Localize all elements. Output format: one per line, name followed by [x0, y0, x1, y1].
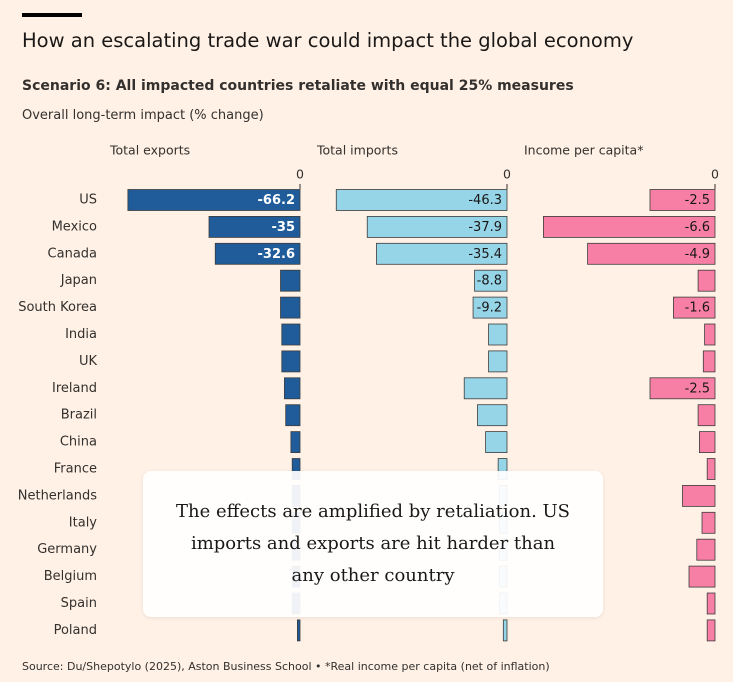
country-label-netherlands: Netherlands	[18, 488, 97, 503]
data-label-total-imports-mexico: -37.9	[468, 220, 502, 235]
bar-income-per-capita-belgium	[688, 565, 716, 588]
country-label-mexico: Mexico	[52, 219, 97, 234]
data-label-income-per-capita-mexico: -6.6	[685, 220, 710, 235]
data-label-income-per-capita-ireland: -2.5	[685, 381, 710, 396]
bar-income-per-capita-japan	[697, 269, 716, 292]
bar-total-imports-brazil	[477, 404, 508, 427]
bar-total-exports-japan	[280, 269, 301, 292]
country-label-china: China	[60, 435, 97, 450]
country-label-india: India	[65, 327, 97, 342]
bar-total-imports-mexico	[366, 216, 508, 238]
bar-total-exports-us	[127, 189, 301, 211]
country-label-belgium: Belgium	[44, 569, 97, 584]
country-label-ireland: Ireland	[52, 381, 97, 396]
bar-income-per-capita-brazil	[697, 404, 716, 427]
data-label-income-per-capita-us: -2.5	[685, 193, 710, 208]
bar-income-per-capita-italy	[701, 511, 716, 534]
bar-income-per-capita-france	[706, 458, 716, 480]
data-label-total-exports-us: -66.2	[258, 193, 295, 208]
country-label-spain: Spain	[61, 596, 97, 611]
zero-tick-label-total-imports: 0	[503, 167, 511, 182]
bar-income-per-capita-canada	[587, 242, 716, 265]
bar-total-imports-south-korea	[472, 296, 508, 319]
bar-total-exports-south-korea	[280, 296, 301, 319]
series-header-income-per-capita: Income per capita*	[524, 143, 643, 158]
country-label-poland: Poland	[54, 623, 97, 638]
series-header-total-imports: Total imports	[316, 143, 398, 158]
chart-title: How an escalating trade war could impact…	[22, 29, 634, 52]
bar-total-imports-china	[485, 431, 508, 454]
bar-income-per-capita-ireland	[649, 377, 716, 400]
source-note: Source: Du/Shepotylo (2025), Aston Busin…	[22, 660, 550, 673]
series-header-total-exports: Total exports	[109, 143, 190, 158]
bar-income-per-capita-spain	[706, 592, 716, 615]
bar-income-per-capita-mexico	[543, 216, 716, 238]
data-label-income-per-capita-canada: -4.9	[685, 247, 710, 262]
bar-income-per-capita-germany	[696, 538, 716, 561]
bar-total-exports-brazil	[285, 404, 301, 427]
bar-total-imports-canada	[376, 242, 508, 265]
data-label-total-imports-japan: -8.8	[477, 274, 502, 289]
tooltip-text: The effects are amplified by retaliation…	[175, 501, 571, 586]
bar-income-per-capita-china	[699, 431, 716, 454]
country-label-france: France	[54, 462, 97, 477]
country-label-italy: Italy	[69, 515, 98, 530]
data-label-total-exports-canada: -32.6	[258, 247, 295, 262]
data-label-total-exports-mexico: -35	[272, 220, 296, 235]
zero-tick-label-income-per-capita: 0	[711, 167, 719, 182]
bar-total-imports-poland	[502, 619, 508, 642]
data-label-total-imports-us: -46.3	[468, 193, 502, 208]
bar-income-per-capita-poland	[706, 619, 716, 642]
country-label-us: US	[79, 193, 97, 208]
bar-income-per-capita-uk	[702, 350, 716, 373]
country-label-uk: UK	[79, 354, 98, 369]
bar-income-per-capita-south-korea	[673, 296, 716, 319]
chart-description: Overall long-term impact (% change)	[22, 108, 264, 123]
data-label-income-per-capita-south-korea: -1.6	[685, 301, 710, 316]
brand-bar	[22, 13, 82, 17]
country-label-canada: Canada	[48, 246, 97, 261]
bar-total-exports-ireland	[283, 377, 301, 400]
bar-total-imports-us	[335, 189, 508, 211]
chart-subtitle: Scenario 6: All impacted countries retal…	[22, 78, 574, 94]
bar-income-per-capita-us	[649, 189, 716, 211]
bar-total-imports-india	[488, 323, 508, 346]
country-label-germany: Germany	[37, 542, 97, 557]
bar-total-exports-poland	[296, 619, 301, 642]
country-label-brazil: Brazil	[61, 408, 97, 423]
bar-total-exports-china	[290, 431, 301, 454]
zero-tick-label-total-exports: 0	[296, 167, 304, 182]
bar-total-exports-india	[281, 323, 301, 346]
bar-total-exports-uk	[281, 350, 301, 373]
data-label-total-imports-canada: -35.4	[468, 247, 502, 262]
bar-total-exports-mexico	[208, 216, 301, 238]
country-label-japan: Japan	[60, 273, 97, 288]
data-label-total-imports-south-korea: -9.2	[477, 301, 502, 316]
bar-total-imports-ireland	[463, 377, 508, 400]
bar-income-per-capita-netherlands	[682, 484, 716, 507]
bar-total-exports-canada	[214, 242, 301, 265]
annotation-tooltip: The effects are amplified by retaliation…	[143, 471, 603, 617]
bar-income-per-capita-india	[704, 323, 716, 346]
bar-total-imports-uk	[488, 350, 508, 373]
country-label-south-korea: South Korea	[18, 300, 97, 315]
bar-total-imports-japan	[474, 269, 508, 292]
